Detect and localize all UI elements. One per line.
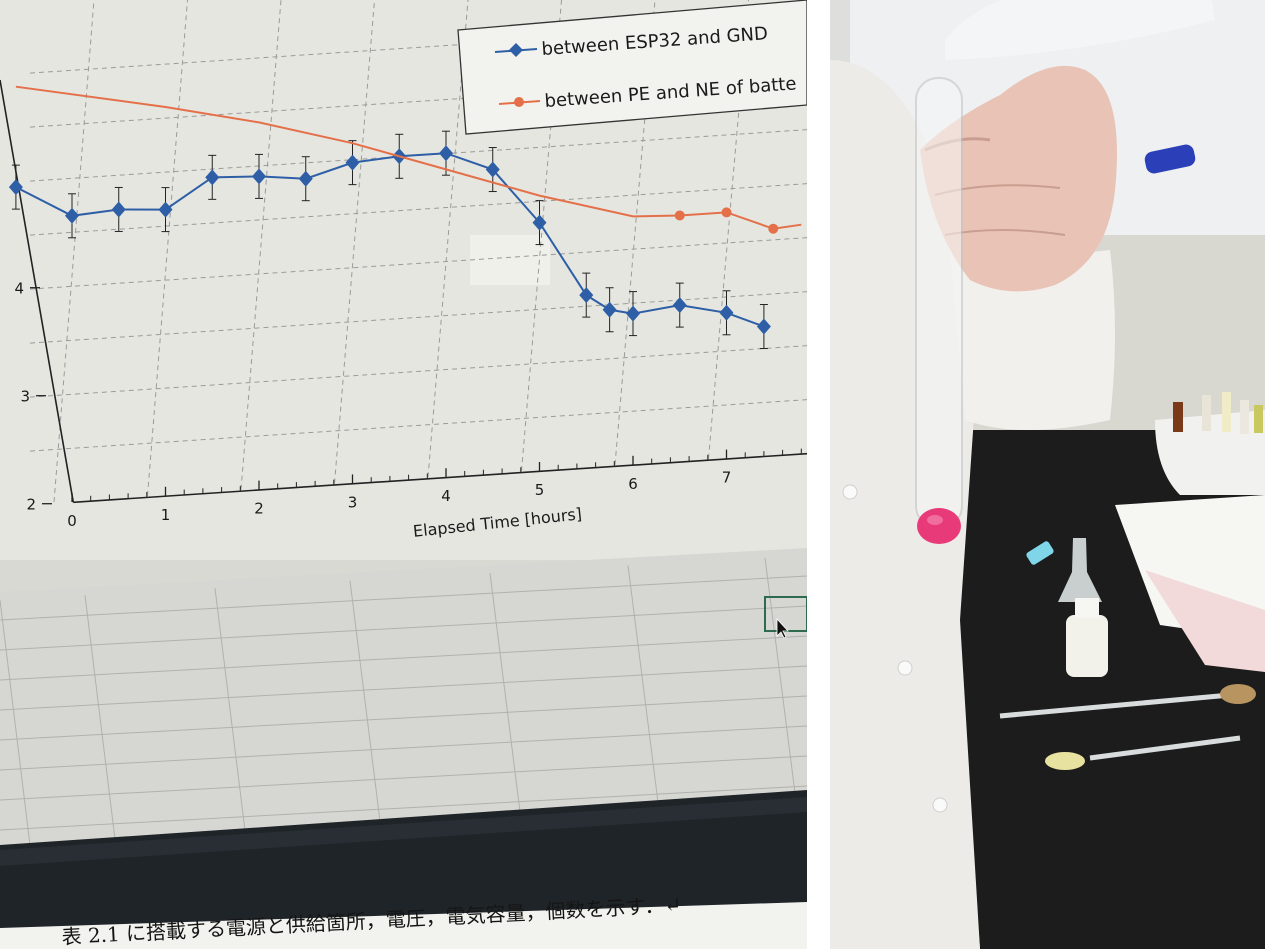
- small-bottle: [1066, 615, 1108, 677]
- pipette-2: [1089, 735, 1241, 761]
- sheet-column-line: [214, 588, 246, 831]
- spreadsheet-grid: [0, 548, 807, 846]
- data-point-battery: [674, 210, 685, 221]
- series-line-1: [15, 85, 802, 230]
- x-tick-label: 4: [441, 487, 451, 505]
- y-tick-label: 4: [14, 280, 24, 298]
- photo-separator: [807, 0, 830, 949]
- data-point-esp32: [672, 297, 687, 314]
- sheet-row-line: [0, 725, 807, 771]
- sheet-column-line: [84, 595, 116, 840]
- test-tube: [915, 77, 963, 544]
- grid-line-horizontal: [29, 237, 807, 290]
- sheet-row-line: [0, 695, 807, 741]
- sheet-row-line: [0, 575, 807, 621]
- x-tick-label: 3: [348, 493, 358, 511]
- data-point-esp32: [252, 168, 266, 185]
- marker-pen: [1144, 144, 1196, 174]
- data-point-esp32: [111, 201, 126, 218]
- grid-line-vertical: [708, 0, 749, 459]
- sheet-row-line: [0, 635, 807, 681]
- data-point-esp32: [345, 154, 360, 171]
- pink-liquid: [917, 508, 961, 544]
- data-point-battery: [768, 223, 779, 234]
- lab-photo-svg: [830, 0, 1265, 949]
- x-tick-label: 7: [722, 469, 732, 487]
- data-point-battery: [721, 207, 732, 218]
- document-strip: [0, 902, 807, 949]
- legend: between ESP32 and GND between PE and NE …: [457, 0, 807, 135]
- mouse-cursor-icon: [776, 617, 789, 639]
- glare-spot: [470, 235, 550, 285]
- grid-line-horizontal: [29, 345, 807, 398]
- grid-line-vertical: [521, 0, 562, 472]
- data-point-esp32: [532, 214, 547, 231]
- data-point-esp32: [719, 304, 734, 321]
- hand: [920, 65, 1117, 292]
- sheet-column-line: [627, 565, 659, 803]
- sheet-row-line: [0, 665, 807, 711]
- glass-flask: [1058, 538, 1102, 602]
- x-tick-label: 5: [535, 481, 545, 499]
- reagent-tray: [1155, 392, 1265, 495]
- y-tick-label: 2: [26, 496, 36, 514]
- glass-lid: [945, 0, 1215, 60]
- data-point-esp32: [756, 318, 771, 335]
- coat-sleeve: [950, 250, 1115, 430]
- legend-marker-battery: [514, 97, 524, 107]
- lab-photo: [830, 0, 1265, 949]
- x-tick-label: 2: [254, 500, 264, 518]
- data-point-esp32: [298, 170, 313, 187]
- series-line-0: [15, 152, 765, 328]
- grid-line-vertical: [147, 0, 188, 496]
- data-point-esp32: [65, 207, 79, 224]
- grid-line-horizontal: [29, 183, 807, 236]
- plot-series: [8, 85, 802, 350]
- y-axis-line: [0, 79, 75, 503]
- sheet-column-line: [0, 599, 31, 846]
- data-point-esp32: [485, 161, 500, 178]
- grid-line-horizontal: [29, 399, 807, 452]
- sheet-row-line: [0, 755, 807, 801]
- chalk: [1026, 541, 1054, 565]
- x-axis-line: [73, 452, 807, 504]
- data-point-esp32: [602, 301, 617, 318]
- x-tick-label: 6: [628, 475, 638, 493]
- data-point-esp32: [439, 145, 453, 162]
- data-point-esp32: [158, 201, 173, 218]
- data-point-esp32: [8, 179, 23, 196]
- data-point-esp32: [205, 169, 220, 186]
- data-point-esp32: [579, 287, 594, 304]
- grid-line-vertical: [240, 0, 282, 490]
- grid-line-vertical: [53, 0, 95, 503]
- laptop-bezel: [0, 790, 807, 935]
- sheet-column-line: [349, 580, 381, 822]
- pipette-1: [999, 692, 1231, 719]
- sheet-row-line: [0, 605, 807, 651]
- x-tick-label: 1: [161, 506, 171, 524]
- data-point-esp32: [626, 305, 640, 322]
- plot-axes: 0 1 2 3 4 5 6 7 2 3 4: [0, 79, 807, 530]
- legend-marker-esp32: [509, 43, 523, 57]
- sheet-row-line: [0, 785, 807, 831]
- y-tick-label: 3: [20, 388, 30, 406]
- sheet-column-line: [489, 572, 521, 812]
- x-tick-label: 0: [67, 512, 77, 530]
